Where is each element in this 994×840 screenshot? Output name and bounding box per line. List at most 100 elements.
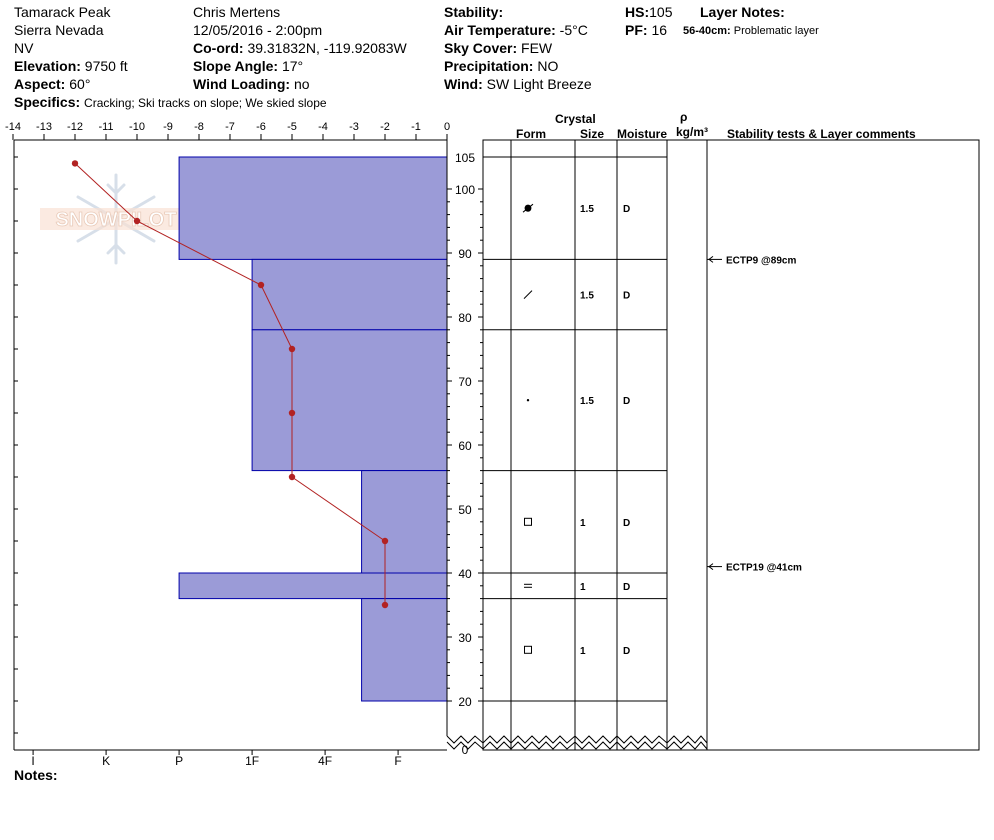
temp-tick-label: -1 xyxy=(411,121,421,133)
stability-test: ECTP19 @41cm xyxy=(707,563,802,574)
rounding-faceted-icon xyxy=(522,203,534,213)
coord-row: Co-ord: 39.31832N, -119.92083W xyxy=(193,39,407,57)
temp-tick-label: -8 xyxy=(194,121,204,133)
slope-value: 17° xyxy=(281,58,304,74)
crystal-header: Crystal xyxy=(555,112,596,126)
mountain-range: Sierra Nevada xyxy=(14,22,104,38)
snowpilot-watermark: SNOWPILOT xyxy=(40,173,192,265)
location-name: Tamarack Peak xyxy=(14,4,111,20)
temp-tick-label: -9 xyxy=(163,121,173,133)
wind-label: Wind: xyxy=(444,76,483,92)
temp-tick-label: 0 xyxy=(444,121,450,133)
precip-row: Precipitation: NO xyxy=(444,57,558,75)
hs-row: HS:105 xyxy=(625,3,672,21)
temperature-point xyxy=(288,345,296,353)
hardness-tick-label: K xyxy=(102,754,110,768)
elevation-label: Elevation: xyxy=(14,58,81,74)
layer-note: 56-40cm: Problematic layer xyxy=(683,22,819,40)
temperature-line xyxy=(74,163,386,605)
hardness-bar xyxy=(361,598,448,702)
temp-tick-label: -10 xyxy=(129,121,145,133)
height-axis-label: 90 xyxy=(458,247,472,261)
wind-row: Wind: SW Light Breeze xyxy=(444,75,592,93)
temperature-point xyxy=(71,160,79,167)
layer-note-text: Problematic layer xyxy=(733,25,819,37)
aspect-label: Aspect: xyxy=(14,76,66,92)
snowflake-icon xyxy=(76,173,156,265)
hardness-bar xyxy=(251,329,448,472)
elevation-row: Elevation: 9750 ft xyxy=(14,57,128,75)
layer-note-range: 56-40cm: xyxy=(683,25,731,37)
form-header: Form xyxy=(516,127,546,141)
watermark-band xyxy=(40,208,192,230)
height-axis-label: 60 xyxy=(458,439,472,453)
hardness-bar xyxy=(178,156,448,260)
coord-value: 39.31832N, -119.92083W xyxy=(247,40,407,56)
faceted-icon xyxy=(524,645,532,654)
specifics-row: Specifics: Cracking; Ski tracks on slope… xyxy=(14,93,327,112)
height-axis-label: 70 xyxy=(458,375,472,389)
temp-tick-label: -2 xyxy=(380,121,390,133)
stability-test-label: ECTP19 @41cm xyxy=(726,563,802,574)
axis-break xyxy=(446,735,708,750)
pf-row: PF: 16 xyxy=(625,21,667,39)
temperature-point xyxy=(288,409,296,417)
stability-label: Stability: xyxy=(444,4,504,20)
moisture-value: D xyxy=(623,396,630,407)
specifics-label: Specifics: xyxy=(14,94,81,110)
watermark-text: SNOWPILOT xyxy=(55,209,176,231)
wind-loading-row: Wind Loading: no xyxy=(193,75,310,93)
sky-value: FEW xyxy=(521,40,553,56)
height-axis-label: 40 xyxy=(458,567,472,581)
grain-size: 1 xyxy=(580,518,586,529)
temp-tick-label: -7 xyxy=(225,121,235,133)
height-axis-label: 105 xyxy=(455,151,475,165)
arrow-left-icon xyxy=(708,563,714,570)
stability-comments-header: Stability tests & Layer comments xyxy=(727,127,916,141)
wind-loading-value: no xyxy=(293,76,310,92)
sky-row: Sky Cover: FEW xyxy=(444,39,552,57)
hardness-tick-label: P xyxy=(175,754,183,768)
moisture-value: D xyxy=(623,582,630,593)
decomposing-icon xyxy=(523,290,533,299)
precip-particle-icon xyxy=(526,399,530,402)
height-axis-label: 50 xyxy=(458,503,472,517)
moisture-value: D xyxy=(623,291,630,302)
grain-size: 1.5 xyxy=(580,204,594,215)
density-unit-header: kg/m³ xyxy=(676,125,709,139)
grain-size: 1.5 xyxy=(580,396,594,407)
air-temp-label: Air Temperature: xyxy=(444,22,556,38)
temp-tick-label: -13 xyxy=(36,121,52,133)
layer-notes-label: Layer Notes: xyxy=(700,4,785,20)
grain-size: 1.5 xyxy=(580,291,594,302)
hardness-tick-label: 4F xyxy=(318,754,332,768)
slope-label: Slope Angle: xyxy=(193,58,279,74)
height-axis-label: 100 xyxy=(455,183,475,197)
temperature-point xyxy=(257,281,265,289)
temp-tick-label: -12 xyxy=(67,121,83,133)
temp-tick-label: -5 xyxy=(287,121,297,133)
surface-hoar-icon xyxy=(524,583,532,588)
specifics-value: Cracking; Ski tracks on slope; We skied … xyxy=(84,96,327,110)
temp-tick-label: -11 xyxy=(98,121,113,133)
moisture-value: D xyxy=(623,204,630,215)
hardness-bar xyxy=(251,258,448,331)
aspect-row: Aspect: 60° xyxy=(14,75,90,93)
temp-tick-label: -3 xyxy=(349,121,359,133)
slope-row: Slope Angle: 17° xyxy=(193,57,303,75)
pf-label: PF: xyxy=(625,22,648,38)
precip-value: NO xyxy=(537,58,559,74)
moisture-value: D xyxy=(623,646,630,657)
rho-header: ρ xyxy=(680,110,688,124)
air-temp-row: Air Temperature: -5°C xyxy=(444,21,588,39)
hs-label: HS: xyxy=(625,4,650,20)
height-axis-label: 20 xyxy=(458,695,472,709)
precip-label: Precipitation: xyxy=(444,58,534,74)
temp-tick-label: -14 xyxy=(5,121,21,133)
wind-value: SW Light Breeze xyxy=(486,76,592,92)
temperature-point xyxy=(381,601,389,609)
moisture-value: D xyxy=(623,518,630,529)
sky-label: Sky Cover: xyxy=(444,40,518,56)
wind-loading-label: Wind Loading: xyxy=(193,76,291,92)
hardness-tick-label: F xyxy=(394,754,401,768)
